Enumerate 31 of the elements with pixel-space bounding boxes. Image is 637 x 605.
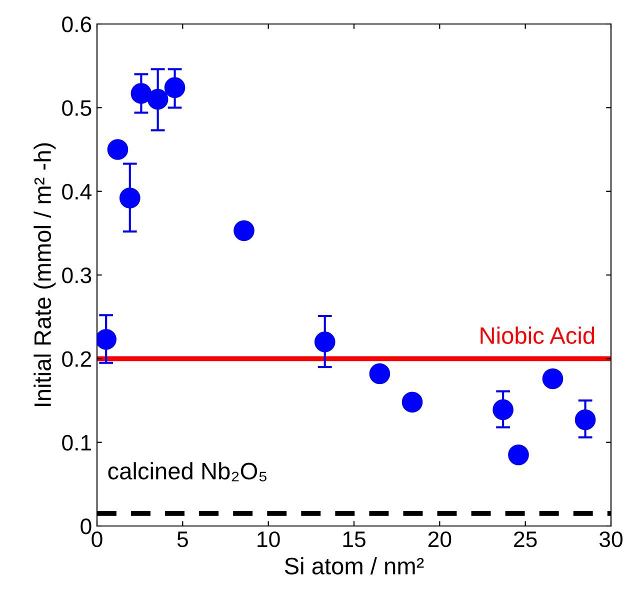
y-tick-label: 0.4 bbox=[62, 184, 92, 200]
point bbox=[574, 409, 596, 430]
point bbox=[234, 220, 254, 242]
point bbox=[542, 368, 564, 390]
x-tick-label: 5 bbox=[177, 532, 188, 548]
point bbox=[314, 332, 336, 352]
point bbox=[107, 139, 128, 160]
y-axis-title: Initial Rate (mmol / m² -h) bbox=[34, 143, 56, 406]
x-tick-label: 25 bbox=[514, 531, 537, 548]
x-tick-label: 10 bbox=[258, 531, 280, 548]
point bbox=[130, 83, 152, 104]
y-tick-label: 0.1 bbox=[62, 434, 92, 451]
y-tick-label: 0 bbox=[80, 518, 92, 534]
x-tick-label: 30 bbox=[599, 531, 622, 548]
point bbox=[147, 88, 168, 110]
x-axis-title: Si atom / nm² bbox=[284, 557, 424, 574]
x-tick-label: 20 bbox=[428, 531, 452, 548]
x-tick-label: 15 bbox=[343, 532, 366, 548]
y-tick-label: 0.3 bbox=[62, 268, 92, 284]
y-tick-label: 0.2 bbox=[62, 351, 92, 367]
ref-line-label: calcined Nb₂O₅ bbox=[108, 462, 266, 482]
point bbox=[164, 77, 186, 98]
x-tick-label: 0 bbox=[92, 531, 102, 548]
y-tick-label: 0.5 bbox=[62, 100, 92, 116]
point bbox=[508, 444, 529, 466]
point bbox=[369, 363, 390, 384]
point bbox=[402, 392, 423, 413]
point bbox=[119, 188, 140, 208]
point bbox=[492, 399, 514, 420]
ref-line-label: Niobic Acid bbox=[480, 326, 594, 344]
y-tick-label: 0.6 bbox=[62, 16, 92, 32]
